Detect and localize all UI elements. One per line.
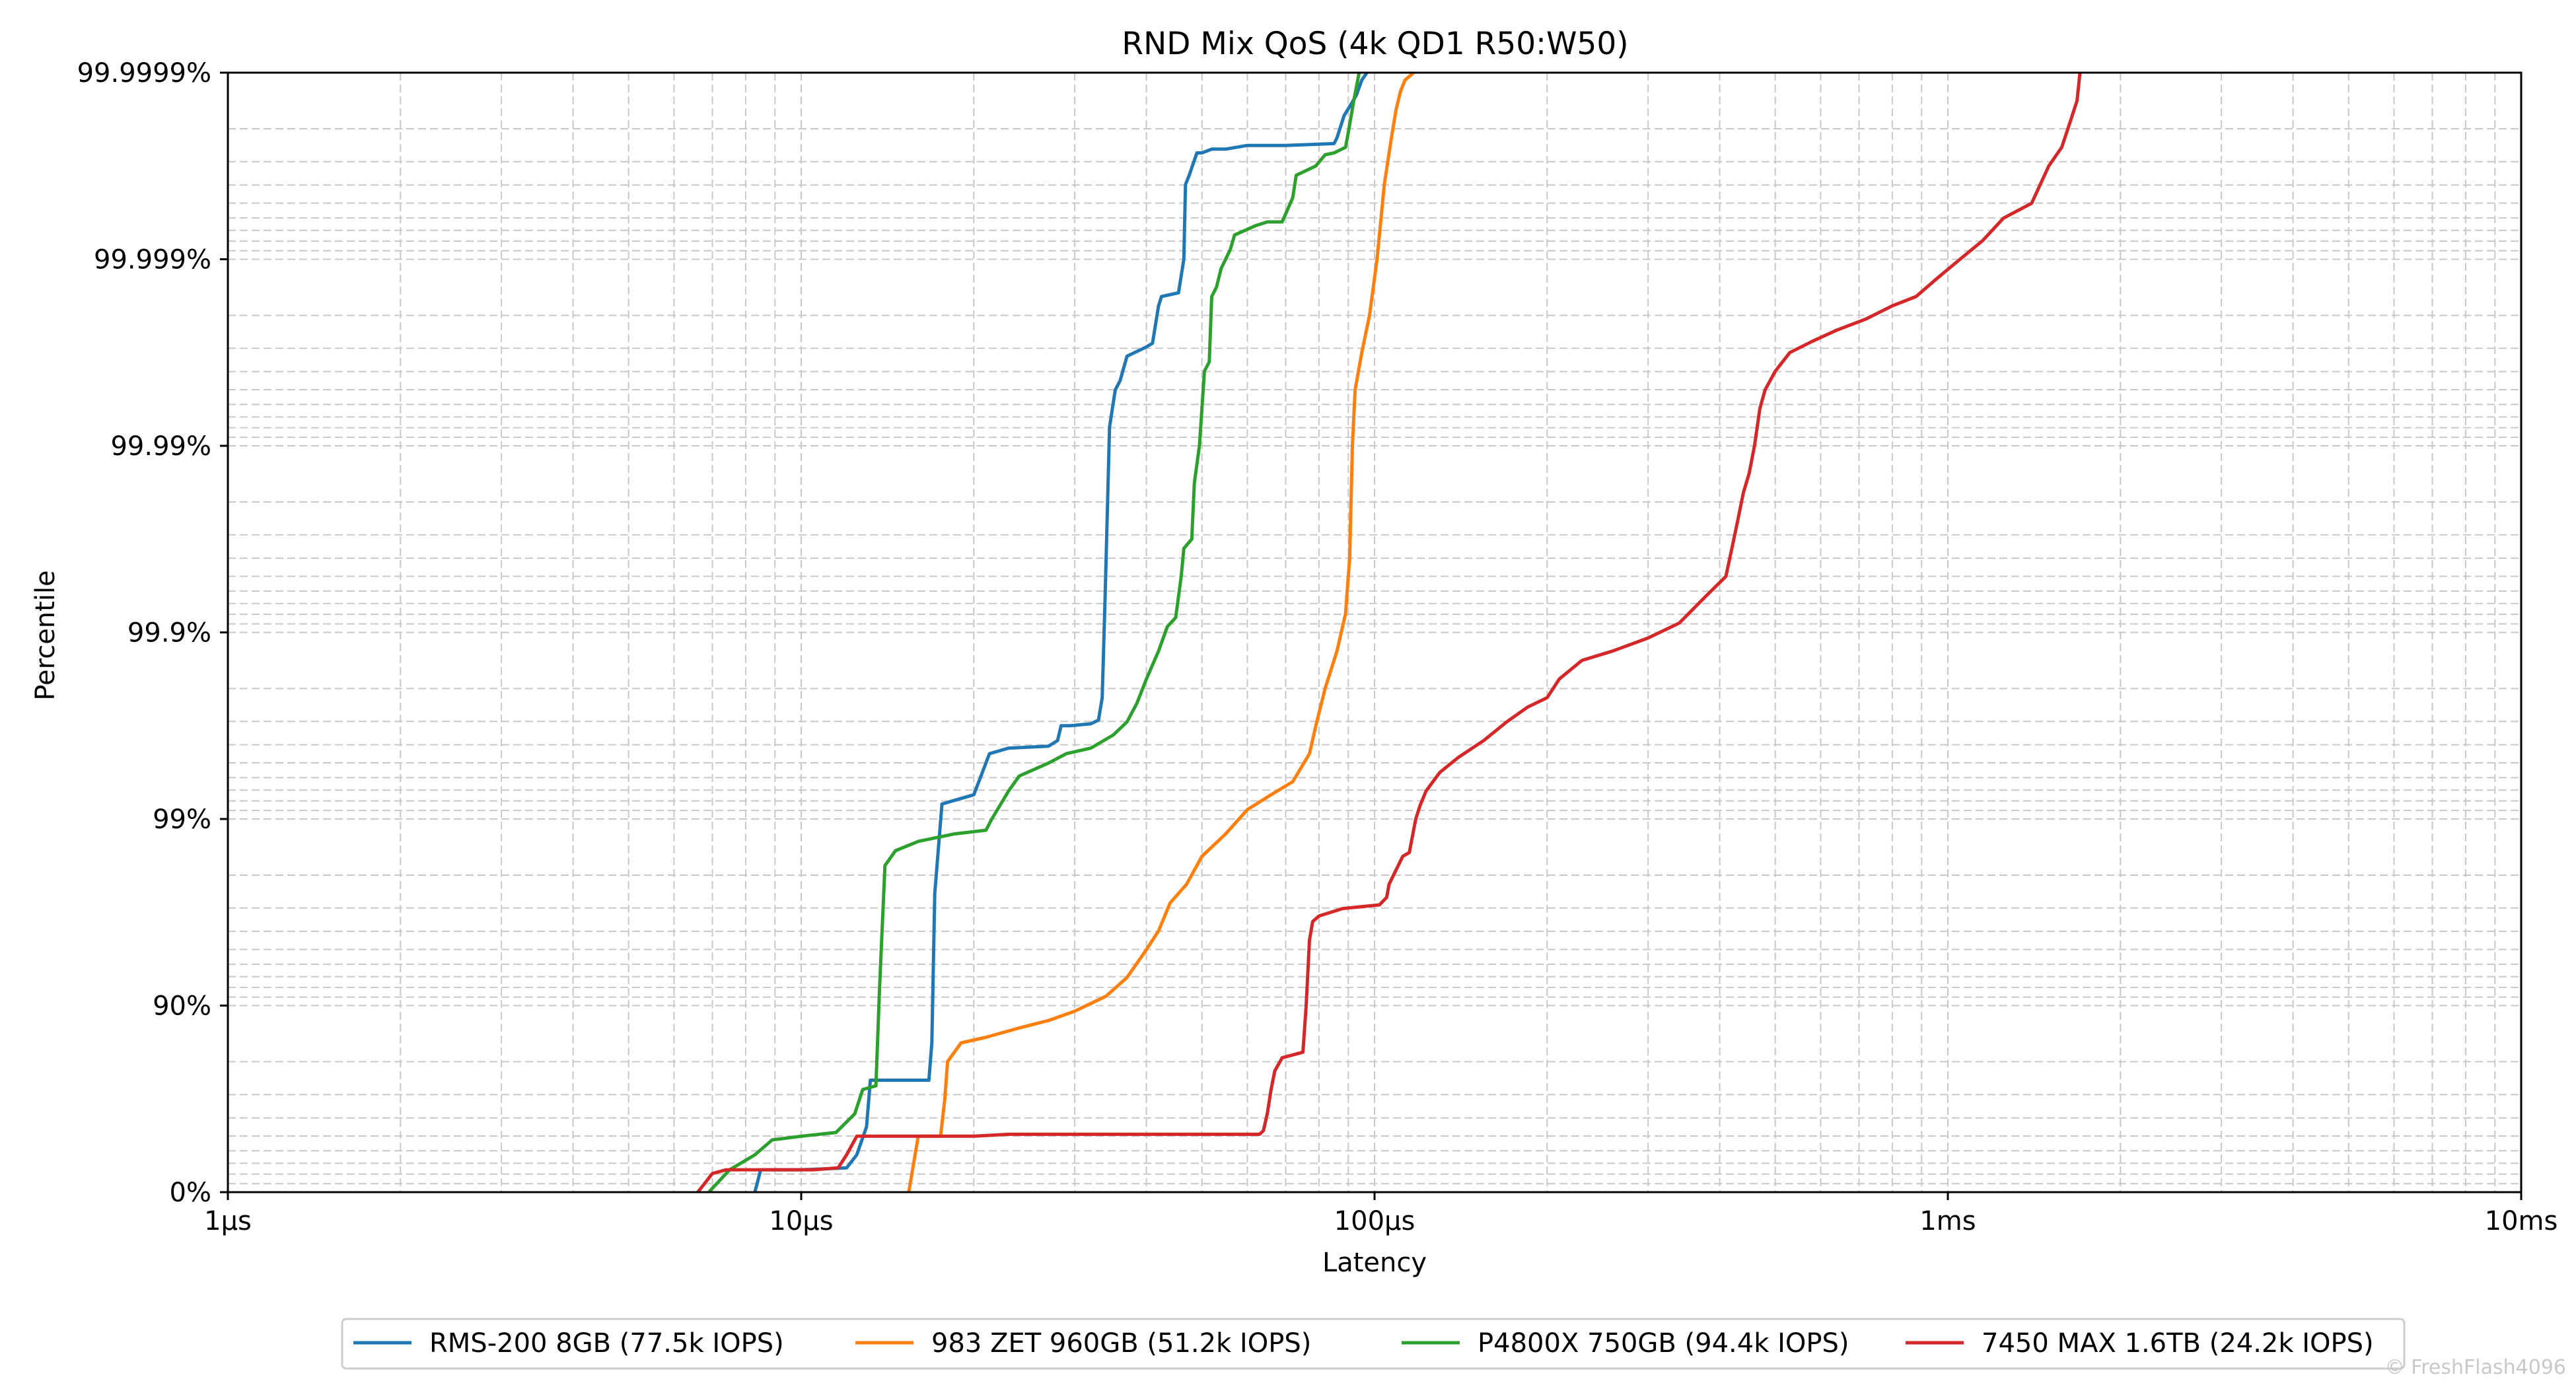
y-tick-label: 99.9999%	[77, 58, 211, 89]
legend-label: 983 ZET 960GB (51.2k IOPS)	[931, 1328, 1311, 1359]
y-tick-label: 90%	[153, 991, 211, 1022]
y-tick-label: 99.9%	[127, 618, 211, 649]
y-axis-label: Percentile	[30, 570, 61, 700]
x-axis-label: Latency	[1322, 1248, 1427, 1278]
legend-label: RMS-200 8GB (77.5k IOPS)	[429, 1328, 784, 1359]
x-tick-label: 10ms	[2485, 1206, 2558, 1236]
legend: RMS-200 8GB (77.5k IOPS) 983 ZET 960GB (5…	[341, 1318, 2406, 1370]
x-tick-label: 100µs	[1334, 1206, 1415, 1236]
series-line	[696, 72, 2082, 1193]
y-tick-label: 99.999%	[94, 245, 211, 275]
y-tick-label: 99.99%	[110, 431, 211, 462]
chart-title: RND Mix QoS (4k QD1 R50:W50)	[1122, 26, 1628, 62]
y-tick-label: 0%	[170, 1178, 211, 1208]
series-lines	[696, 71, 2082, 1193]
series-line	[753, 71, 1369, 1193]
x-tick-label: 1ms	[1919, 1206, 1976, 1236]
y-tick-label: 99%	[153, 804, 211, 835]
legend-label: 7450 MAX 1.6TB (24.2k IOPS)	[1982, 1328, 2374, 1359]
legend-box	[341, 1318, 2406, 1370]
series-line	[707, 72, 1361, 1193]
x-tick-label: 10µs	[769, 1206, 833, 1236]
grid	[228, 72, 2521, 1192]
watermark: © FreshFlash4096	[2385, 1356, 2566, 1379]
axis-ticks: 1µs 10µs 100µs 1ms 10ms 0% 90% 99% 99.9% 99.99% 99…	[77, 58, 2558, 1236]
x-tick-label: 1µs	[204, 1206, 252, 1236]
series-line	[907, 71, 1415, 1193]
legend-label: P4800X 750GB (94.4k IOPS)	[1478, 1328, 1849, 1359]
